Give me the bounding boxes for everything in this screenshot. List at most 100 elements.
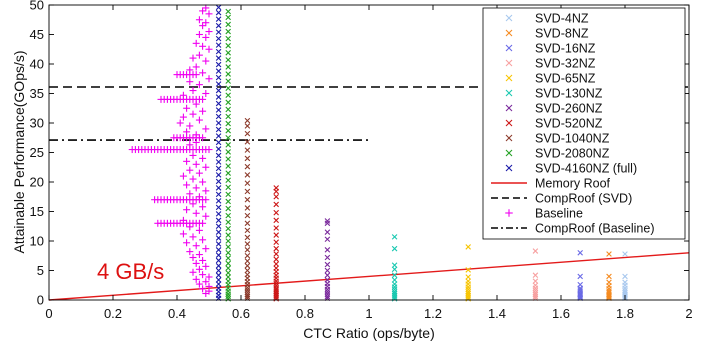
point-svd-1040nz: [244, 241, 251, 247]
point-svd-4160nz-full: [215, 22, 222, 29]
point-svd-1040nz: [244, 267, 251, 274]
legend-label: SVD-8NZ: [535, 27, 589, 41]
point-svd-2080nz: [225, 170, 231, 176]
point-baseline: [189, 254, 197, 262]
point-svd-4160nz-full: [215, 267, 222, 274]
point-baseline: [179, 113, 187, 121]
point-svd-520nz: [273, 245, 279, 252]
point-svd-4160nz-full: [215, 277, 222, 283]
point-svd-2080nz: [225, 99, 231, 106]
point-svd-260nz: [324, 254, 331, 261]
point-svd-4160nz-full: [215, 159, 222, 165]
point-svd-4nz: [622, 289, 628, 296]
point-baseline: [183, 181, 191, 189]
axes: 0 0.2 0.4 0.6 0.8 1 1.2 1.4 1.6 1.8 20510152025303…: [30, 0, 693, 321]
point-svd-2080nz: [225, 191, 231, 198]
point-baseline: [195, 280, 203, 288]
point-baseline: [192, 100, 200, 108]
x-tick-label: 0.8: [296, 306, 314, 321]
point-baseline: [195, 251, 203, 259]
point-svd-4160nz-full: [215, 185, 222, 191]
point-svd-1040nz: [244, 172, 251, 178]
point-svd-130nz: [391, 272, 398, 279]
legend-item-comproof-svd: CompRoof (SVD): [491, 192, 632, 206]
point-svd-260nz: [324, 272, 331, 279]
point-svd-16nz: [577, 293, 583, 299]
point-svd-65nz: [465, 267, 471, 273]
legend-label: SVD-4NZ: [535, 12, 589, 26]
point-baseline: [192, 39, 200, 47]
x-tick-label: 1.8: [616, 306, 634, 321]
point-svd-4160nz-full: [215, 113, 222, 120]
x-axis-label: CTC Ratio (ops/byte): [303, 325, 434, 341]
series-baseline: [128, 4, 213, 298]
point-svd-32nz: [532, 278, 539, 284]
point-svd-4160nz-full: [215, 94, 222, 100]
point-svd-2080nz: [225, 142, 231, 148]
point-svd-1040nz: [244, 163, 251, 170]
point-baseline: [199, 107, 207, 115]
point-baseline: [186, 78, 194, 86]
x-tick-label: 1.6: [552, 306, 570, 321]
point-svd-4160nz-full: [215, 247, 222, 253]
point-baseline: [189, 87, 197, 95]
point-svd-32nz: [532, 272, 539, 279]
point-svd-4160nz-full: [215, 48, 222, 55]
point-svd-260nz: [324, 261, 331, 268]
legend-swatch: [505, 74, 513, 82]
series-svd-65nz: [465, 244, 471, 302]
legend-item-svd-130nz: SVD-130NZ: [505, 87, 603, 101]
point-baseline: [192, 209, 200, 217]
point-svd-4160nz-full: [215, 146, 222, 152]
legend-swatch: [505, 104, 513, 112]
legend-swatch: [505, 14, 513, 22]
point-svd-2080nz: [225, 198, 231, 205]
point-svd-260nz: [324, 291, 331, 297]
point-svd-65nz: [465, 288, 471, 295]
point-baseline: [189, 151, 197, 159]
line-memory-roof: [48, 252, 690, 301]
point-svd-260nz: [324, 218, 331, 224]
point-baseline: [205, 10, 213, 18]
point-svd-4160nz-full: [215, 139, 222, 146]
point-baseline: [202, 33, 210, 41]
point-svd-2080nz: [225, 274, 231, 280]
point-svd-520nz: [273, 201, 279, 208]
point-svd-32nz: [532, 248, 539, 254]
point-svd-2080nz: [225, 270, 231, 276]
point-svd-4160nz-full: [215, 55, 222, 61]
point-svd-2080nz: [225, 293, 231, 300]
point-svd-2080nz: [225, 64, 231, 70]
x-tick-label: 0.4: [168, 306, 186, 321]
legend: SVD-4NZSVD-8NZSVD-16NZSVD-32NZSVD-65NZSV…: [482, 7, 686, 240]
legend-item-svd-4nz: SVD-4NZ: [505, 12, 589, 26]
point-svd-2080nz: [225, 212, 231, 219]
x-tick-label: 1.4: [488, 306, 506, 321]
point-svd-8nz: [606, 273, 612, 280]
point-svd-260nz: [324, 229, 331, 235]
point-svd-16nz: [577, 273, 583, 280]
point-svd-1040nz: [244, 287, 251, 293]
point-baseline: [186, 166, 194, 174]
series-svd-8nz: [606, 251, 612, 302]
point-svd-520nz: [273, 239, 279, 245]
point-svd-4160nz-full: [215, 281, 222, 287]
point-svd-4160nz-full: [215, 172, 222, 178]
point-baseline: [195, 226, 203, 234]
point-svd-1040nz: [244, 271, 251, 278]
y-tick-label: 5: [37, 263, 44, 278]
point-svd-520nz: [273, 232, 279, 238]
legend-label: Memory Roof: [535, 177, 611, 191]
point-svd-2080nz: [225, 14, 231, 21]
point-svd-16nz: [577, 281, 583, 288]
point-svd-1040nz: [244, 155, 251, 162]
series-svd-260nz: [324, 218, 331, 302]
point-svd-1040nz: [244, 147, 251, 153]
point-baseline: [199, 285, 207, 293]
series-svd-4160nz-full: [215, 4, 222, 302]
point-svd-1040nz: [244, 252, 251, 259]
point-svd-1040nz: [244, 262, 251, 269]
legend-label: SVD-16NZ: [535, 42, 596, 56]
point-baseline: [186, 223, 194, 231]
y-tick-label: 50: [30, 0, 44, 13]
